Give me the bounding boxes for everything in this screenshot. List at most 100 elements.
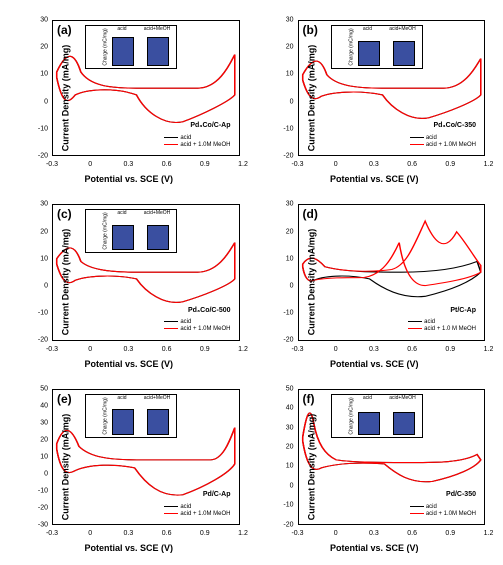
y-tick: 50	[28, 385, 48, 392]
inset-ylabel: Charge (mC/mg)	[103, 28, 109, 65]
y-tick: 30	[274, 201, 294, 208]
trace-acid	[302, 258, 480, 297]
y-tick: -30	[28, 521, 48, 528]
x-tick: 1.2	[238, 346, 248, 353]
panel-d: (d)Pt/C-Apacidacid + 1.0 M MeOHCurrent D…	[256, 194, 494, 370]
x-tick: 0.6	[162, 161, 172, 168]
y-axis-label: Current Density (mA/mg)	[60, 45, 70, 152]
y-tick: 10	[274, 463, 294, 470]
plot-area: (e) Pd/C-Ap acidacid + 1.0M MeOH Charge (mC…	[52, 389, 240, 525]
y-tick: 30	[28, 419, 48, 426]
x-tick: 0.9	[445, 530, 455, 537]
y-tick: 10	[28, 71, 48, 78]
inset-bar	[112, 37, 134, 66]
legend-acid: acid	[180, 504, 191, 510]
x-tick: 0.9	[445, 161, 455, 168]
inset-ylabel: Charge (mC/mg)	[348, 397, 354, 434]
y-tick: 0	[28, 470, 48, 477]
sample-label: Pt/C-Ap	[450, 307, 476, 314]
inset-bar-label: acid	[363, 395, 372, 401]
legend-acid-meoh: acid + 1.0M MeOH	[180, 142, 230, 148]
inset-bar-label: acid	[117, 26, 126, 32]
legend: acidacid + 1.0 M MeOH	[408, 319, 476, 333]
y-tick: -10	[28, 487, 48, 494]
y-tick: 20	[274, 443, 294, 450]
y-axis-label: Current Density (mA/mg)	[60, 229, 70, 336]
y-tick: 50	[274, 385, 294, 392]
y-tick: -10	[274, 502, 294, 509]
inset-bar-label: acid+MeOH	[144, 26, 171, 32]
y-tick: -20	[274, 521, 294, 528]
x-tick: 0.3	[369, 530, 379, 537]
inset-bar	[393, 41, 415, 66]
inset-ylabel: Charge (mC/mg)	[103, 213, 109, 250]
panel-e: (e) Pd/C-Ap acidacid + 1.0M MeOH Charge (mC…	[10, 379, 248, 555]
panel-letter: (e)	[57, 392, 72, 406]
inset-bar	[112, 409, 134, 435]
trace-acid-meoh	[302, 221, 480, 285]
y-tick: 30	[28, 17, 48, 24]
legend: acidacid + 1.0M MeOH	[164, 135, 230, 149]
sample-label: Pd₃Co/C-500	[188, 307, 231, 314]
y-tick: -20	[28, 337, 48, 344]
x-tick: 0.6	[407, 530, 417, 537]
x-tick: 0.3	[369, 161, 379, 168]
plot-area: (c) Pd₃Co/C-500 acidacid + 1.0M MeOH Charge…	[52, 204, 240, 340]
y-tick: 20	[274, 44, 294, 51]
panel-a: (a)Pd₃Co/C-Apacidacid + 1.0M MeOHCharge …	[10, 10, 248, 186]
panel-letter: (f)	[303, 392, 315, 406]
x-tick: 0	[88, 530, 92, 537]
y-axis-label: Current Density (mA/mg)	[306, 45, 316, 152]
panel-letter: (c)	[57, 207, 72, 221]
x-tick: 0.9	[200, 161, 210, 168]
x-axis-label: Potential vs. SCE (V)	[84, 359, 173, 369]
y-tick: 40	[28, 402, 48, 409]
inset-bar-label: acid	[117, 210, 126, 216]
x-tick: -0.3	[46, 530, 58, 537]
sample-label: Pd₃Co/C-Ap	[190, 122, 230, 129]
legend: acidacid + 1.0M MeOH	[164, 504, 230, 518]
y-tick: -10	[274, 310, 294, 317]
x-tick: 0.6	[407, 346, 417, 353]
legend-acid-meoh: acid + 1.0 M MeOH	[424, 326, 476, 332]
x-tick: 0	[334, 161, 338, 168]
y-tick: 0	[274, 98, 294, 105]
x-tick: 1.2	[484, 161, 494, 168]
y-tick: 40	[274, 405, 294, 412]
inset-ylabel: Charge (mC/mg)	[103, 397, 109, 434]
legend-acid-meoh: acid + 1.0M MeOH	[180, 511, 230, 517]
sample-label: Pd₃Co/C-350	[433, 122, 476, 129]
y-tick: 10	[274, 71, 294, 78]
x-axis-label: Potential vs. SCE (V)	[330, 359, 419, 369]
panel-letter: (d)	[303, 207, 318, 221]
y-tick: 0	[274, 282, 294, 289]
x-tick: 0	[88, 161, 92, 168]
y-tick: 30	[274, 424, 294, 431]
legend: acidacid + 1.0M MeOH	[410, 504, 476, 518]
figure-grid: (a)Pd₃Co/C-Apacidacid + 1.0M MeOHCharge …	[10, 10, 493, 555]
legend: acidacid + 1.0M MeOH	[410, 135, 476, 149]
inset-bar	[147, 409, 169, 435]
panel-c: (c) Pd₃Co/C-500 acidacid + 1.0M MeOH Charge…	[10, 194, 248, 370]
y-tick: 30	[28, 201, 48, 208]
panel-letter: (b)	[303, 23, 318, 37]
legend-acid-meoh: acid + 1.0M MeOH	[426, 511, 476, 517]
sample-label: Pd/C-Ap	[203, 491, 231, 498]
y-tick: -10	[28, 125, 48, 132]
x-tick: 0	[334, 530, 338, 537]
y-tick: 20	[274, 228, 294, 235]
x-tick: 0.9	[200, 346, 210, 353]
inset-chart: Charge (mC/mg)acidacid+MeOH	[331, 25, 423, 69]
inset-bar	[358, 41, 380, 66]
x-tick: -0.3	[46, 346, 58, 353]
legend-acid: acid	[180, 319, 191, 325]
y-tick: 0	[274, 482, 294, 489]
legend: acidacid + 1.0M MeOH	[164, 319, 230, 333]
x-tick: -0.3	[291, 161, 303, 168]
y-tick: 20	[28, 44, 48, 51]
y-tick: -10	[28, 310, 48, 317]
x-tick: 0.3	[369, 346, 379, 353]
inset-bar	[147, 225, 169, 250]
sample-label: Pd/C-350	[446, 491, 476, 498]
x-tick: 0.9	[445, 346, 455, 353]
